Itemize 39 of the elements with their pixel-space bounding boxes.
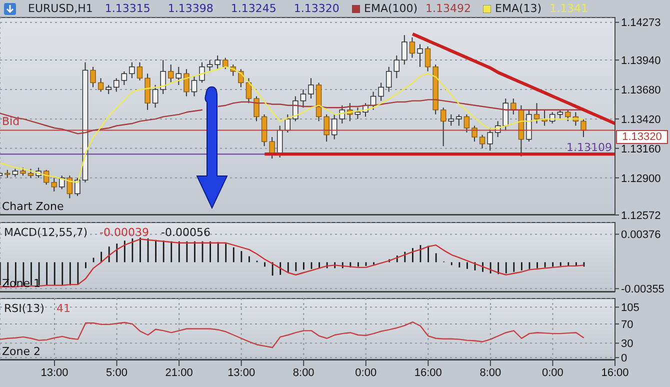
y-tick-label: 1.13940	[621, 54, 661, 67]
y-tick-label: 1.12900	[621, 172, 661, 185]
y-tick-label: 30	[621, 338, 634, 350]
ref-line-label: 1.13109	[566, 141, 612, 154]
legend-label: EMA(100)	[364, 2, 418, 15]
x-tick-label: 8:00	[480, 366, 502, 379]
x-tick-label: 0:00	[355, 366, 377, 379]
y-tick-label: 70	[621, 318, 634, 331]
y-tick-label: 0	[621, 352, 628, 364]
ref-line-label: 1.13320	[616, 130, 668, 144]
annotation: -0.00039	[100, 226, 150, 239]
chart-title: MACD(12,55,7)	[4, 226, 88, 239]
x-tick-label: 13:00	[228, 366, 256, 379]
text: 1.13492	[426, 2, 472, 15]
x-tick-label: 13:00	[40, 366, 68, 379]
y-tick-label: 1.12572	[621, 210, 661, 222]
x-tick-label: 0:00	[542, 366, 564, 379]
annotation: -0.00056	[161, 226, 210, 239]
annotation: Zone 2	[2, 345, 40, 358]
chart-subtitle: 1.13315 1.13398 1.13245 1.13320	[104, 2, 340, 15]
x-tick-label: 8:00	[292, 366, 314, 379]
y-tick-label: 0.00376	[621, 229, 661, 242]
chart-title: EURUSD,H1	[28, 2, 93, 15]
y-tick-label: 105	[621, 302, 640, 314]
annotation: Chart Zone	[2, 200, 64, 213]
x-tick-label: 21:00	[165, 366, 193, 379]
x-tick-label: 5:00	[106, 366, 128, 379]
x-tick-label: 16:00	[601, 366, 629, 379]
y-tick-label: 1.14273	[621, 17, 661, 30]
chart-title: RSI(13)	[4, 302, 44, 315]
text: 1.1341	[550, 2, 588, 15]
y-tick-label: 1.13420	[621, 114, 661, 126]
y-tick-label: 1.13680	[621, 84, 661, 96]
annotation: Bid	[2, 115, 20, 128]
y-tick-label: -0.00355	[621, 284, 664, 296]
y-tick-label: 1.13160	[621, 143, 661, 156]
legend-label: EMA(13)	[495, 2, 542, 15]
annotation: 41	[56, 302, 70, 315]
x-tick-label: 16:00	[414, 366, 442, 379]
